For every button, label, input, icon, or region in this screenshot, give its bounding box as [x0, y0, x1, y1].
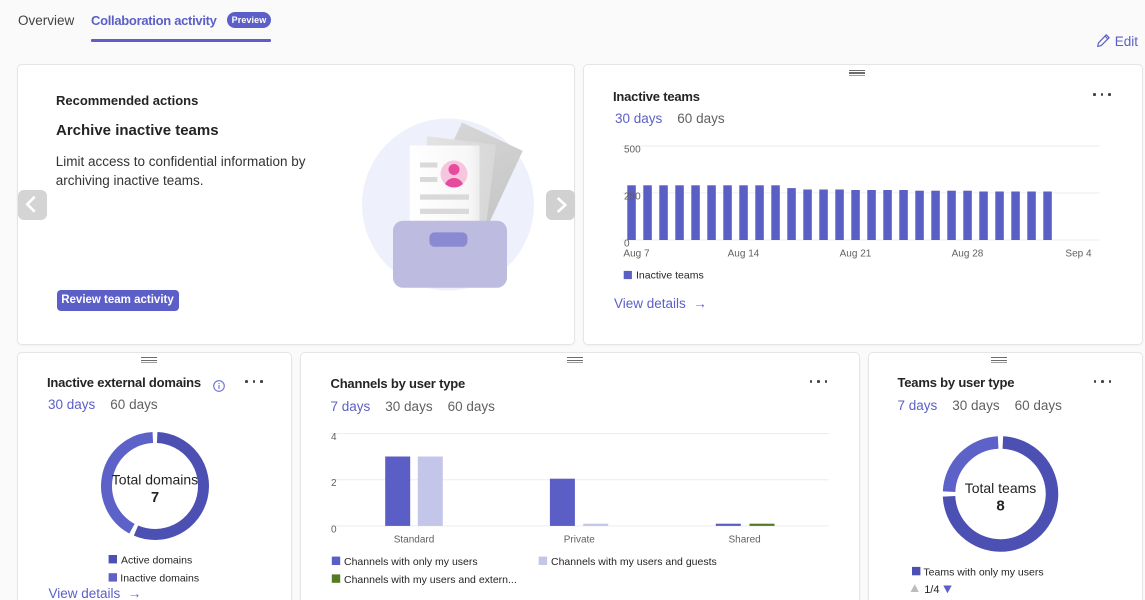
svg-text:Aug 14: Aug 14 — [728, 248, 760, 259]
svg-text:Active domains: Active domains — [121, 554, 192, 566]
svg-text:8: 8 — [996, 497, 1004, 514]
svg-text:0: 0 — [624, 238, 630, 249]
svg-text:4: 4 — [331, 432, 337, 443]
svg-text:Inactive teams: Inactive teams — [636, 269, 704, 281]
svg-text:Total teams: Total teams — [964, 480, 1036, 496]
svg-text:1/4: 1/4 — [924, 584, 939, 596]
svg-text:Inactive domains: Inactive domains — [120, 572, 199, 584]
svg-text:Teams with only my users: Teams with only my users — [923, 566, 1043, 578]
svg-text:Standard: Standard — [393, 534, 434, 545]
svg-text:Channels with my users and gue: Channels with my users and guests — [551, 556, 717, 568]
svg-text:500: 500 — [624, 144, 641, 155]
svg-text:Private: Private — [563, 534, 595, 545]
svg-text:Aug 28: Aug 28 — [952, 248, 984, 259]
svg-text:7: 7 — [151, 490, 159, 506]
svg-text:250: 250 — [624, 191, 641, 202]
svg-text:Total domains: Total domains — [112, 471, 198, 487]
svg-text:Aug 21: Aug 21 — [840, 248, 872, 259]
svg-text:Shared: Shared — [728, 534, 760, 545]
svg-text:Aug 7: Aug 7 — [623, 248, 650, 259]
svg-text:2: 2 — [331, 478, 337, 489]
svg-text:Sep 4: Sep 4 — [1065, 248, 1092, 259]
svg-text:0: 0 — [331, 524, 337, 535]
svg-text:Channels with my users and ext: Channels with my users and extern... — [344, 573, 517, 585]
svg-text:Channels with only my users: Channels with only my users — [344, 556, 478, 568]
